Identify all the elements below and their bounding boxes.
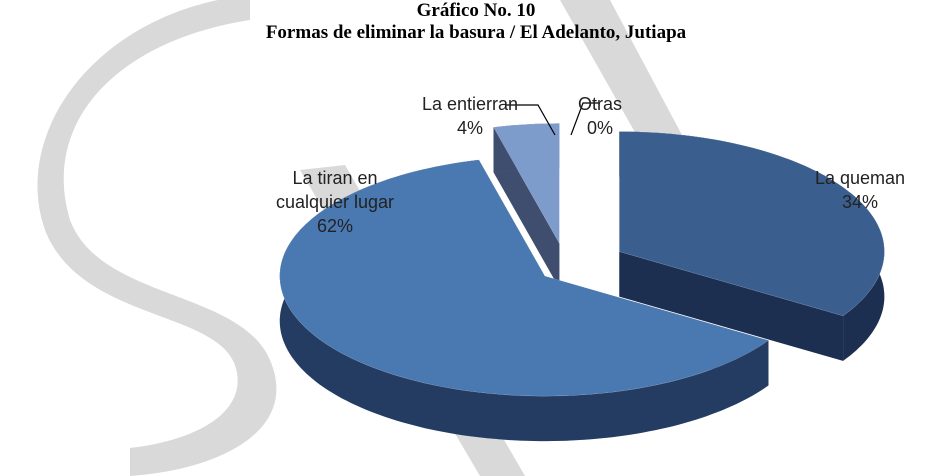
- value-label: 4%: [456, 118, 483, 138]
- slice-label: La queman 34%: [800, 166, 920, 214]
- value-label: 62%: [316, 216, 354, 236]
- value-label: 0%: [586, 118, 613, 138]
- category-label: Otras: [577, 94, 622, 114]
- slice-label: Otras 0%: [555, 92, 645, 140]
- chart-subtitle: Formas de eliminar la basura / El Adelan…: [265, 22, 687, 43]
- watermark: [560, 0, 690, 150]
- category-label: La queman: [814, 168, 906, 188]
- watermark: [37, 0, 277, 476]
- slice: [619, 131, 885, 317]
- slice-label: La tiran en cualquier lugar 62%: [270, 166, 400, 238]
- leader-line: [505, 104, 556, 136]
- slice-shade: [619, 251, 844, 361]
- category-label: La entierran: [421, 94, 519, 114]
- category-label: La tiran en cualquier lugar: [275, 168, 395, 212]
- chart-title: Gráfico No. 10: [416, 0, 536, 21]
- slice: [279, 159, 770, 397]
- leader-line: [570, 102, 600, 136]
- slice: [493, 123, 560, 245]
- slice-label: La entierran 4%: [410, 92, 530, 140]
- value-label: 34%: [841, 192, 879, 212]
